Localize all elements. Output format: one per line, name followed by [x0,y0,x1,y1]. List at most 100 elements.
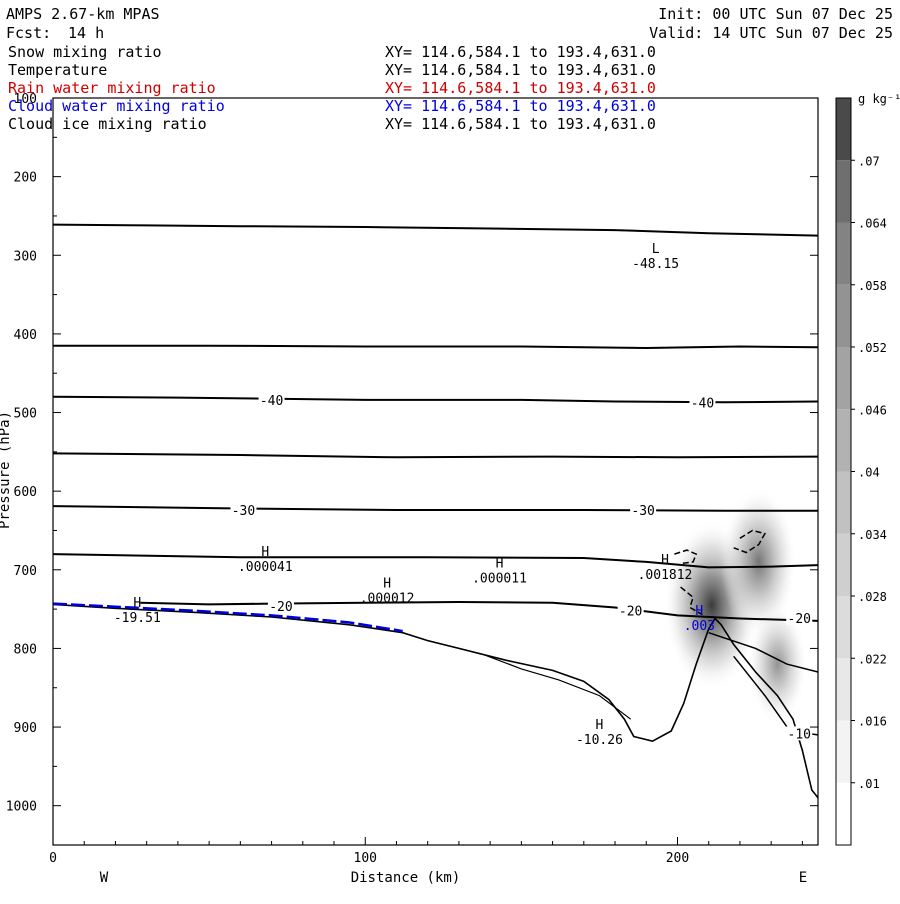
contour-label-bg [786,726,813,741]
y-tick-label: 500 [14,407,37,422]
colorbar-swatch [836,720,851,783]
terrain-secondary [427,640,632,720]
colorbar-swatch [836,284,851,347]
colorbar-swatch [836,409,851,472]
extremum-value: .000011 [472,572,527,587]
cloud-ice-contour-b [733,529,767,554]
extremum-mark: H [496,557,504,572]
y-tick-label: 700 [14,564,37,579]
contour-label: -20 [269,600,292,615]
isotherm-5 [52,553,819,569]
colorbar-level: .028 [858,590,887,604]
plot-frame [52,97,819,846]
field-xy: XY= 114.6,584.1 to 193.4,631.0 [385,79,656,97]
colorbar-level: .01 [858,777,880,791]
contour-label-bg [230,503,257,518]
isotherm-1 [53,344,819,350]
x-tick-label: 100 [354,851,377,866]
x-axis-title: Distance (km) [351,870,461,886]
extremum-mark: H [661,553,669,568]
valid-time: Valid: 14 UTC Sun 07 Dec 25 [649,24,893,42]
contour-label: -40 [691,396,714,411]
field-xy: XY= 114.6,584.1 to 193.4,631.0 [385,97,656,115]
init-time: Init: 00 UTC Sun 07 Dec 25 [658,5,893,23]
isotherm-2 [52,395,819,404]
colorbar: .01 .016 .022 .028 .034 .04 .046 .052 .058 .064 .0… [835,92,900,846]
isotherm-0 [52,223,819,237]
plot-axes: 100 200 300 400 500 600 700 800 900 1000 0 100 200 Di… [0,92,819,886]
y-tick-label: 1000 [6,800,37,815]
colorbar-swatch [836,658,851,721]
contour-labels: -40 -40-30 -30-20 -20 -20-10L-48.15H.000041H… [114,242,813,748]
colorbar-level: .052 [858,341,887,355]
mixing-ratio-lower [747,604,808,725]
contour-label: -20 [619,605,642,620]
y-axis-title: Pressure (hPa) [0,411,13,529]
field-name: Temperature [8,61,107,79]
isotherm-lower-right-a [708,631,819,673]
field-name: Cloud ice mixing ratio [8,115,207,133]
y-tick-label: 400 [14,328,37,343]
extremum-value: -19.51 [114,611,161,626]
contour-label-bg [786,610,813,625]
cloud-water-surface [52,602,403,633]
colorbar-swatch [836,533,851,596]
extremum-mark: H [695,604,703,619]
colorbar-swatch [836,98,851,161]
terrain-line [52,603,819,799]
field-name: Cloud water mixing ratio [8,97,225,115]
y-tick-label: 800 [14,642,37,657]
extremum-value: -48.15 [632,257,679,272]
contour-label: -30 [232,504,255,519]
mixing-ratio-upper [720,486,797,637]
extremum-mark: H [383,576,391,591]
colorbar-level: .022 [858,652,887,666]
extremum-value: .001812 [638,568,693,583]
contour-label-bg [630,503,657,518]
extremum-mark: H [133,596,141,611]
colorbar-level: .07 [858,154,880,168]
field-xy: XY= 114.6,584.1 to 193.4,631.0 [385,61,656,79]
cloud-ice-contour-a [674,549,698,565]
y-tick-label: 100 [14,92,37,107]
cloud-ice-contour-c [680,586,703,616]
colorbar-level: .046 [858,403,887,417]
contour-label: -10 [788,727,811,742]
isotherm-6 [140,600,819,622]
extremum-mark: H [596,718,604,733]
colorbar-level: .064 [858,217,887,231]
colorbar-level: .016 [858,715,887,729]
colorbar-unit: g kg⁻¹ [858,92,900,106]
extremum-value: .000041 [238,560,293,575]
mixing-ratio-shading [663,486,808,725]
field-legend: Snow mixing ratio XY= 114.6,584.1 to 193.… [8,43,656,133]
contour-label: -30 [631,504,654,519]
contour-label-bg [267,598,294,613]
colorbar-swatch [836,160,851,223]
extremum-mark: L [652,242,660,257]
forecast-value: 14 h [68,24,104,42]
isotherm-4 [52,505,818,512]
colorbar-level: .058 [858,279,887,293]
contour-label: -20 [788,612,811,627]
y-tick-label: 200 [14,171,37,186]
colorbar-swatch [836,222,851,285]
extremum-value: -10.26 [576,733,623,748]
y-tick-label: 900 [14,721,37,736]
colorbar-swatch [836,782,851,845]
colorbar-swatch [836,596,851,659]
forecast-label: Fcst: [6,24,51,42]
extremum-mark: H [261,545,269,560]
x-tick-label: 200 [666,851,689,866]
isotherm-3 [52,452,819,459]
contour-label-bg [617,603,644,618]
contour-label: -40 [260,394,283,409]
colorbar-swatch [836,347,851,410]
colorbar-level: .04 [858,466,880,480]
figure-title: AMPS 2.67-km MPAS [6,5,160,23]
contour-label-bg [689,395,716,410]
west-label: W [100,870,109,886]
field-name: Rain water mixing ratio [8,79,216,97]
y-tick-label: 300 [14,249,37,264]
